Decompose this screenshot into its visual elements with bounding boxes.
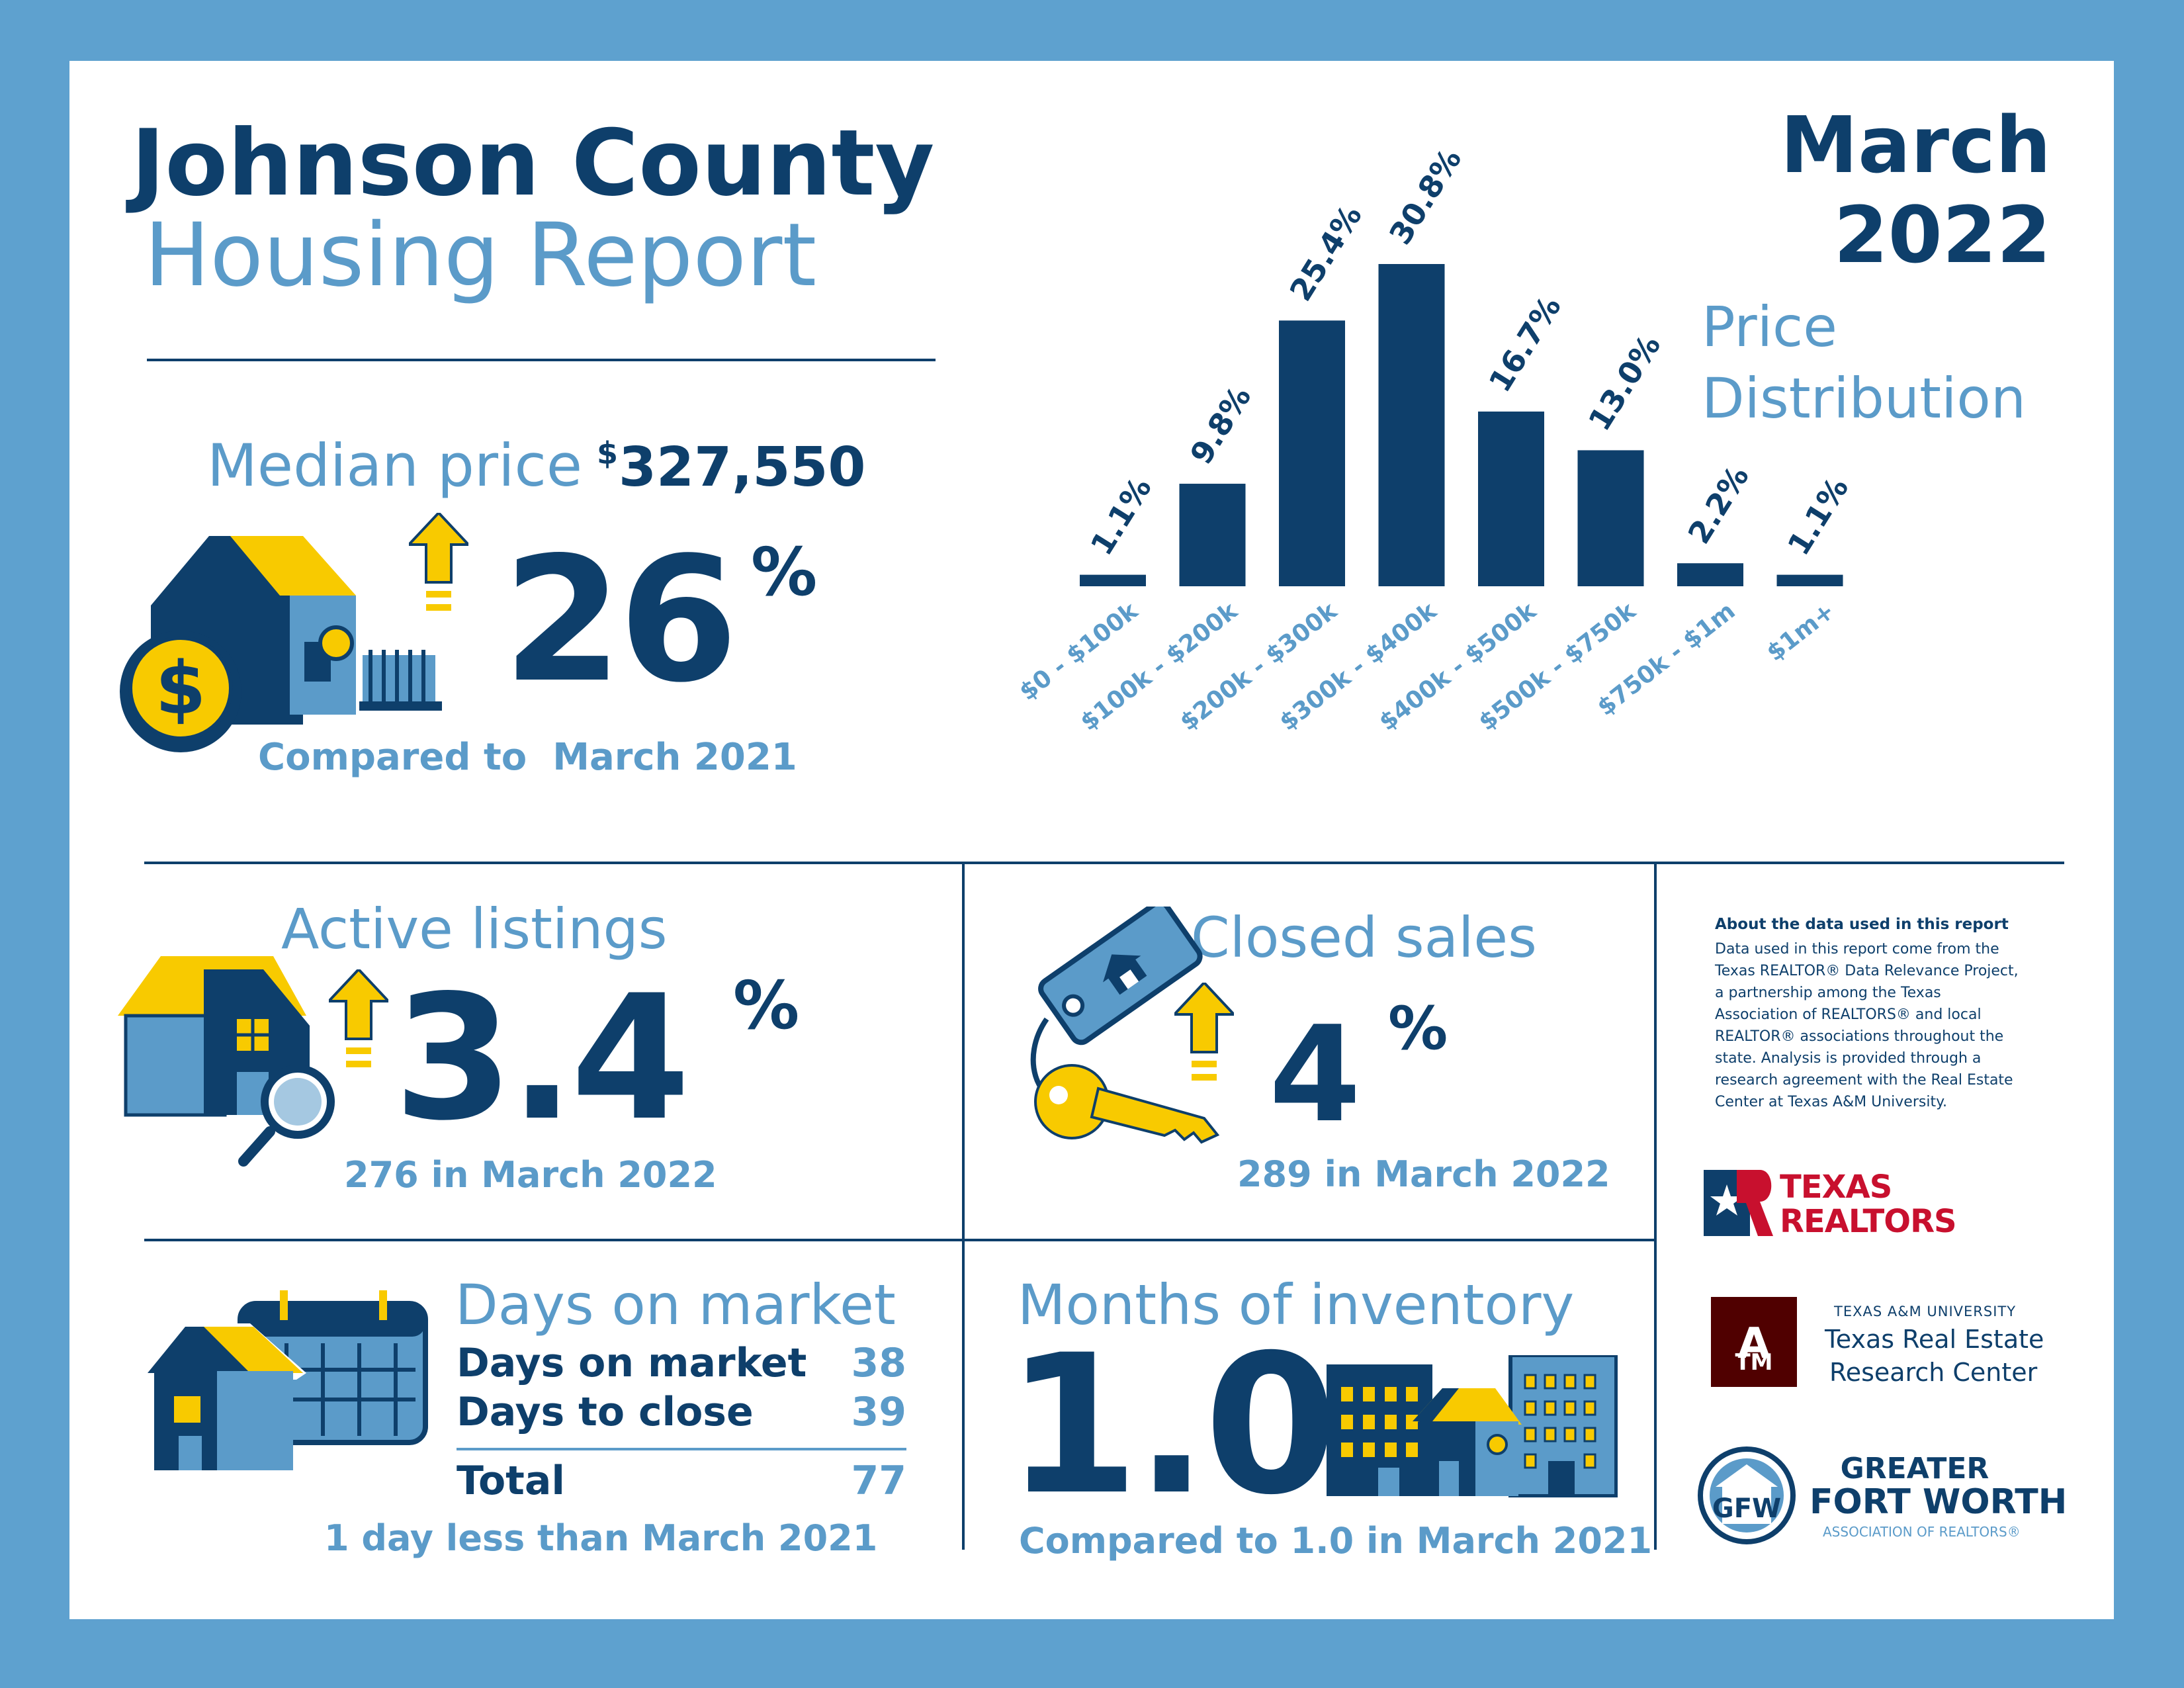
- svg-text:$: $: [155, 646, 206, 731]
- dom-label: Days on market: [455, 1272, 896, 1337]
- report-year: 2022: [1833, 189, 2051, 281]
- median-value: 327,550: [619, 436, 866, 499]
- svg-text:A: A: [1737, 1319, 1770, 1368]
- chart-value-label: 25.4%: [1283, 199, 1369, 307]
- closed-change-percent: %: [1388, 994, 1448, 1063]
- dom-total-rule: [457, 1448, 906, 1450]
- key-tag-icon: [1030, 907, 1220, 1144]
- svg-text:GFW: GFW: [1712, 1493, 1781, 1524]
- house-calendar-icon: [148, 1290, 428, 1470]
- title-divider: [147, 359, 936, 361]
- dom-total-value: 77: [851, 1458, 907, 1504]
- texas-realtors-logo-icon: [1704, 1170, 1773, 1236]
- closed-label: Closed sales: [1191, 905, 1537, 970]
- about-line: Texas REALTOR® Data Relevance Project,: [1715, 963, 2019, 979]
- texas-realtors-line1: TEXAS: [1780, 1169, 1892, 1206]
- gfw-logo-icon: GFW: [1698, 1446, 1796, 1544]
- inventory-label: Months of inventory: [1018, 1272, 1575, 1337]
- about-line: a partnership among the Texas: [1715, 985, 1941, 1001]
- chart-value-label: 30.8%: [1382, 142, 1468, 251]
- chart-value-label: 13.0%: [1581, 328, 1667, 437]
- about-line: Center at Texas A&M University.: [1715, 1094, 1947, 1110]
- about-line: Association of REALTORS® and local: [1715, 1006, 1982, 1023]
- chart-bar: [1179, 484, 1246, 586]
- active-change-percent: %: [733, 967, 800, 1044]
- house-money-icon: $: [120, 536, 442, 752]
- report-month: March: [1780, 99, 2051, 191]
- chart-value-label: 1.1%: [1084, 471, 1158, 562]
- chart-bar: [1577, 450, 1644, 586]
- chart-title-price: Price: [1702, 294, 1837, 359]
- svg-text:TM: TM: [1735, 1349, 1772, 1376]
- dom-row-days-on-market: Days on market 38: [457, 1343, 906, 1383]
- about-line: REALTOR® associations throughout the: [1715, 1028, 2004, 1045]
- tamu-small-label: TEXAS A&M UNIVERSITY: [1834, 1304, 2017, 1319]
- gfw-line1: GREATER: [1840, 1452, 1989, 1486]
- about-text: Data used in this report come from the T…: [1715, 938, 2019, 1113]
- section-divider-top: [144, 862, 2064, 864]
- gfw-line2: FORT WORTH: [1810, 1482, 2068, 1522]
- closed-up-arrow-icon: [1174, 983, 1234, 1081]
- chart-title-distribution: Distribution: [1702, 366, 2027, 431]
- median-change-percent: %: [751, 533, 818, 611]
- active-label: Active listings: [281, 897, 668, 961]
- inventory-value: 1.0: [1006, 1314, 1338, 1537]
- dom-row1-value: 38: [851, 1340, 907, 1386]
- dom-row2-label: Days to close: [457, 1389, 754, 1435]
- closed-change-value: 4: [1269, 998, 1361, 1152]
- dom-total-label: Total: [457, 1458, 565, 1504]
- chart-bar: [1478, 411, 1544, 586]
- median-dollar: $: [597, 435, 619, 471]
- section-divider-bottom: [144, 1239, 1655, 1241]
- chart-category-label: $1m+: [1762, 598, 1840, 667]
- active-up-arrow-icon: [329, 969, 388, 1067]
- inventory-sub: Compared to 1.0 in March 2021: [1019, 1520, 1653, 1562]
- tamu-line2: Research Center: [1829, 1358, 2038, 1387]
- chart-value-label: 9.8%: [1183, 380, 1258, 470]
- median-label: Median price: [207, 431, 583, 500]
- texas-realtors-line2: REALTORS: [1780, 1203, 1957, 1240]
- chart-bar: [1677, 563, 1743, 586]
- section-divider-right-vertical: [1654, 862, 1657, 1550]
- about-line: state. Analysis is provided through a: [1715, 1050, 1982, 1067]
- tamu-logo-icon: A TM: [1711, 1297, 1797, 1387]
- median-comparison: Compared to March 2021: [258, 736, 797, 779]
- section-divider-mid-vertical: [962, 862, 965, 1550]
- chart-value-label: 2.2%: [1681, 459, 1756, 550]
- dom-row-total: Total 77: [457, 1461, 906, 1501]
- gfw-line3: ASSOCIATION OF REALTORS®: [1823, 1524, 2021, 1540]
- chart-value-label: 1.1%: [1780, 471, 1855, 562]
- closed-sub: 289 in March 2022: [1237, 1153, 1610, 1195]
- about-line: research agreement with the Real Estate: [1715, 1072, 2013, 1088]
- dom-sub: 1 day less than March 2021: [324, 1517, 878, 1559]
- title-report: Housing Report: [144, 204, 817, 306]
- active-sub: 276 in March 2022: [344, 1154, 717, 1196]
- chart-bar: [1776, 574, 1843, 586]
- chart-value-label: 16.7%: [1482, 290, 1568, 398]
- buildings-icon: [1327, 1355, 1618, 1497]
- median-up-arrow-icon: [409, 513, 468, 611]
- about-heading: About the data used in this report: [1715, 916, 2009, 933]
- title-county: Johnson County: [131, 110, 935, 216]
- dom-row1-label: Days on market: [457, 1340, 807, 1386]
- about-line: Data used in this report come from the: [1715, 941, 1999, 957]
- chart-bar: [1378, 264, 1445, 586]
- tamu-line1: Texas Real Estate: [1825, 1325, 2044, 1354]
- dom-row-days-to-close: Days to close 39: [457, 1392, 906, 1432]
- dom-row2-value: 39: [851, 1389, 907, 1435]
- active-change-value: 3.4: [394, 959, 691, 1159]
- chart-bar: [1080, 574, 1146, 586]
- house-search-icon: [118, 956, 335, 1167]
- median-change-value: 26: [503, 521, 738, 721]
- chart-bar: [1279, 320, 1345, 586]
